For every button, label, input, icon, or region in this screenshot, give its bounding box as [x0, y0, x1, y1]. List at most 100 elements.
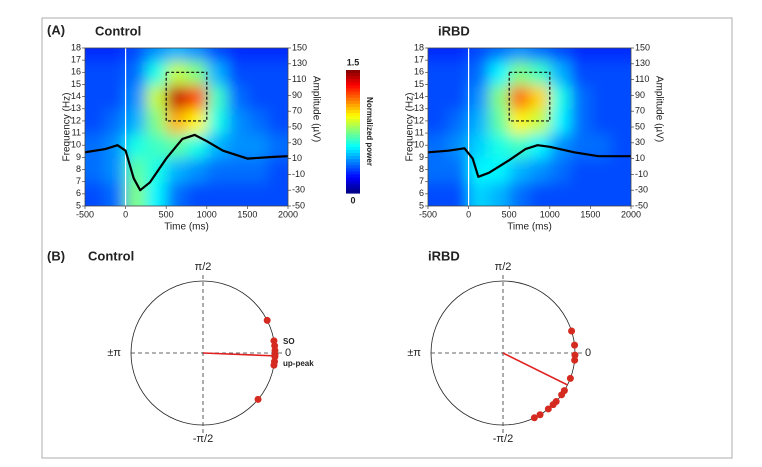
heatmap-cell: [227, 84, 249, 110]
phase-point: [568, 327, 576, 335]
heatmap-cell: [125, 133, 147, 159]
heatmap-cell: [145, 48, 168, 62]
y2-tick-label: 90: [292, 90, 302, 100]
phase-point: [571, 351, 579, 359]
heatmap-cell: [448, 133, 470, 159]
heatmap-cell: [468, 48, 490, 62]
y2-tick-label: 30: [635, 137, 645, 147]
x-tick-label: 500: [502, 209, 517, 219]
y-tick-label: 10: [71, 140, 81, 150]
heatmap-cell: [105, 60, 127, 86]
heatmap-cell: [247, 133, 269, 159]
heatmap-cell: [468, 108, 490, 135]
roi-box: [508, 71, 551, 122]
heatmap-cell: [448, 157, 470, 183]
heatmap-cell: [166, 84, 188, 110]
heatmap-cell: [145, 60, 168, 86]
heatmap-cell: [590, 84, 612, 110]
y2-tick-label: 70: [635, 106, 645, 116]
heatmap-cell: [105, 157, 127, 183]
y-tick-label: 10: [414, 140, 424, 150]
y-tick-label: 7: [76, 176, 81, 186]
heatmap-cell: [227, 108, 249, 135]
annotation: up-peak: [283, 359, 314, 368]
amplitude-line: [428, 144, 631, 178]
heatmap-cell: [570, 108, 592, 135]
heatmap-cell: [206, 108, 229, 135]
colorbar-segment: [346, 85, 360, 90]
y2-tick-label: -10: [635, 169, 648, 179]
colorbar-segment: [346, 125, 360, 130]
y2-tick-label: -30: [635, 185, 648, 195]
y2-tick-label: -30: [292, 185, 305, 195]
y-axis-label: Frequency (Hz): [62, 93, 73, 162]
colorbar-segment: [346, 119, 360, 123]
heatmap-cell: [590, 181, 612, 206]
colorbar-segment: [346, 88, 360, 93]
heatmap-cell: [247, 48, 269, 62]
y-tick-label: 8: [76, 164, 81, 174]
heatmap-cell: [145, 84, 168, 110]
heatmap-cell: [85, 157, 107, 183]
heatmap-cell: [488, 48, 511, 62]
y-tick-label: 13: [71, 103, 81, 113]
heatmap-cell: [85, 181, 107, 206]
heatmap-cell: [549, 133, 572, 159]
frame: [41, 17, 733, 459]
y-tick-label: 17: [71, 55, 81, 65]
heatmap-cell: [570, 181, 592, 206]
colorbar-segment: [346, 143, 360, 148]
colorbar-tick-label: 1.5: [347, 57, 360, 67]
heatmap-cell: [529, 181, 551, 206]
heatmap-cell: [186, 84, 208, 110]
colorbar-label: Normalized power: [365, 97, 374, 166]
colorbar-segment: [346, 189, 360, 194]
heatmap-cell: [206, 181, 229, 206]
x-axis-label: Time (ms): [507, 222, 552, 233]
heatmap-cell: [610, 181, 631, 206]
heatmap-cell: [509, 108, 531, 135]
heatmap-cell: [529, 157, 551, 183]
heatmap-cell: [227, 60, 249, 86]
heatmap-cell: [186, 181, 208, 206]
heatmap-cell: [125, 157, 147, 183]
x-axis-label: Time (ms): [164, 222, 209, 233]
colorbar-tick-label: 0: [350, 195, 355, 205]
y-tick-label: 9: [76, 152, 81, 162]
heatmap-cell: [145, 181, 168, 206]
x-tick-label: 500: [159, 209, 174, 219]
y-tick-label: 8: [419, 164, 424, 174]
colorbar-segment: [346, 186, 360, 191]
heatmap-cell: [549, 60, 572, 86]
heatmap-cell: [186, 108, 208, 135]
y2-tick-label: 50: [292, 121, 302, 131]
heatmap-cell: [570, 60, 592, 86]
colorbar-segment: [346, 97, 360, 102]
heatmap-cell: [590, 157, 612, 183]
heatmap-cell: [488, 108, 511, 135]
heatmap-cell: [570, 84, 592, 110]
x-tick-label: -500: [76, 209, 94, 219]
heatmap-cell: [468, 60, 490, 86]
heatmap-cell: [247, 60, 269, 86]
heatmap-cell: [105, 181, 127, 206]
heatmap-cell: [166, 157, 188, 183]
heatmap-cell: [105, 84, 127, 110]
y-tick-label: 6: [76, 188, 81, 198]
colorbar-segment: [346, 100, 360, 105]
y2-tick-label: 130: [292, 58, 307, 68]
colorbar-segment: [346, 177, 360, 182]
colorbar-segment: [346, 73, 360, 77]
heatmap-cell: [590, 60, 612, 86]
heatmap-cell: [488, 181, 511, 206]
x-tick-label: 0: [466, 209, 471, 219]
annotation: SO: [283, 337, 295, 346]
phase-point: [536, 411, 544, 419]
heatmap-cell: [529, 84, 551, 110]
colorbar-segment: [346, 76, 360, 80]
heatmap-cell: [610, 157, 631, 183]
y2-tick-label: 30: [292, 137, 302, 147]
y-tick-label: 14: [71, 91, 81, 101]
x-tick-label: 0: [123, 209, 128, 219]
heatmap-cells: [428, 48, 631, 206]
